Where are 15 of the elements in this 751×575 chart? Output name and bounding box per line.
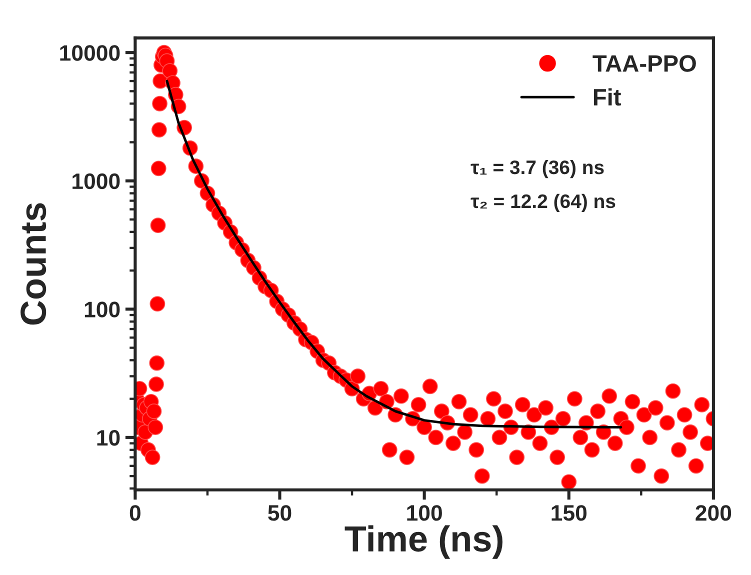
legend-label: TAA-PPO [592,55,696,72]
x-tick-label: 50 [268,505,292,521]
x-tick-label: 100 [407,505,442,521]
x-tick-label: 150 [552,505,587,521]
y-tick-label: 10 [97,430,120,446]
y-tick-label: 10000 [60,45,120,61]
x-tick-label: 200 [696,505,732,521]
annotation: τ₁ = 3.7 (36) ns [470,160,604,178]
x-axis-title: Time (ns) [344,525,502,559]
y-tick-label: 1000 [72,173,120,190]
y-tick-label: 100 [84,302,120,318]
legend-label: Fit [594,88,621,106]
x-tick-label: 0 [130,505,140,521]
annotation: τ₂ = 12.2 (64) ns [470,194,616,212]
y-axis-title: Counts [20,203,46,325]
